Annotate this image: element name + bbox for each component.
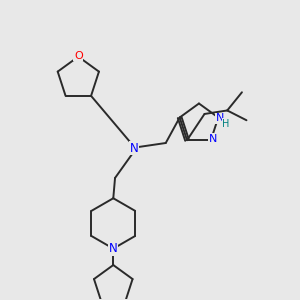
Text: N: N (109, 242, 118, 255)
Text: N: N (215, 113, 224, 123)
Text: O: O (74, 51, 83, 61)
Text: N: N (130, 142, 139, 155)
Text: H: H (222, 119, 230, 129)
Text: N: N (209, 134, 217, 144)
